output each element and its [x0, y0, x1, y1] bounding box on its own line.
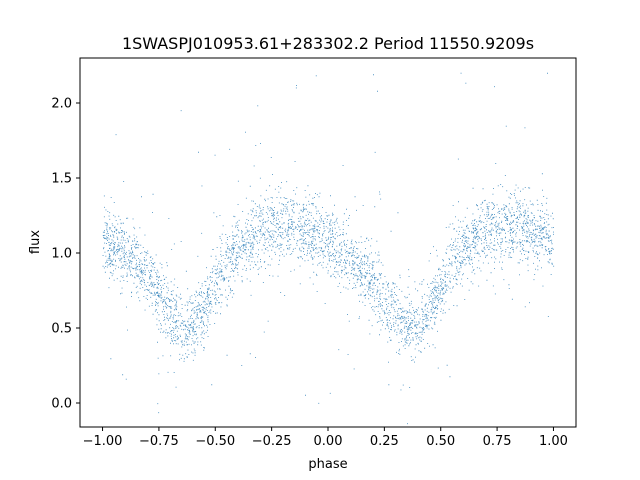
y-tick-label: 0.5: [51, 322, 72, 337]
y-axis-label: flux: [28, 230, 43, 254]
y-tick-label: 1.5: [51, 172, 72, 187]
data-points: [102, 72, 555, 425]
x-tick-label: 0.75: [483, 434, 512, 449]
x-axis-label: phase: [308, 457, 347, 472]
scatter-points: [102, 72, 555, 425]
y-axis-ticks: 0.0 0.5 1.0 1.5 2.0: [51, 97, 80, 412]
x-tick-label: 0.00: [314, 434, 343, 449]
y-tick-label: 1.0: [51, 247, 72, 262]
x-tick-label: 1.00: [539, 434, 568, 449]
y-tick-label: 0.0: [51, 397, 72, 412]
x-tick-label: −0.25: [252, 434, 292, 449]
x-tick-label: −1.00: [83, 434, 123, 449]
x-tick-label: 0.50: [426, 434, 455, 449]
x-tick-label: 0.25: [370, 434, 399, 449]
x-axis-ticks: −1.00 −0.75 −0.50 −0.25 0.00 0.25 0.50 0.75 1.00: [83, 427, 568, 449]
x-tick-label: −0.75: [139, 434, 179, 449]
chart-title: 1SWASPJ010953.61+283302.2 Period 11550.9…: [122, 34, 534, 53]
x-tick-label: −0.50: [195, 434, 235, 449]
y-tick-label: 2.0: [51, 97, 72, 112]
